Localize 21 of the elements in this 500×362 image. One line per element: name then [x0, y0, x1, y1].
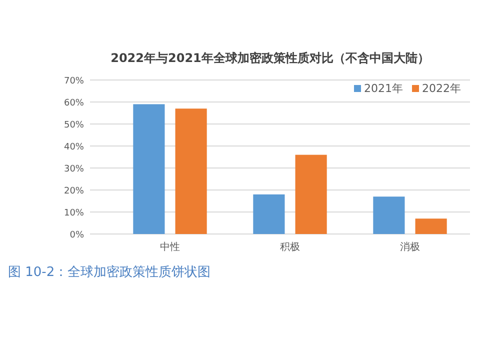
legend-label: 2021年: [364, 82, 403, 95]
y-tick-label: 10%: [64, 208, 84, 218]
bar: [133, 104, 165, 234]
bar: [175, 108, 207, 234]
y-tick-label: 0%: [70, 230, 84, 240]
y-tick-label: 50%: [64, 120, 84, 130]
chart-title: 2022年与2021年全球加密政策性质对比（不含中国大陆）: [110, 51, 430, 65]
bar: [295, 154, 327, 234]
x-tick-label: 积极: [280, 241, 300, 253]
legend-label: 2022年: [422, 82, 461, 95]
caption: 图 10-2：全球加密政策性质饼状图: [8, 265, 211, 280]
bar: [253, 194, 285, 234]
y-tick-label: 40%: [64, 142, 84, 152]
y-tick-label: 20%: [64, 186, 84, 196]
y-tick-label: 30%: [64, 164, 84, 174]
y-tick-label: 70%: [64, 76, 84, 86]
bar: [415, 218, 447, 234]
bar: [373, 196, 405, 234]
x-tick-label: 消极: [400, 241, 420, 253]
x-tick-label: 中性: [160, 241, 180, 253]
y-tick-label: 60%: [64, 98, 84, 108]
